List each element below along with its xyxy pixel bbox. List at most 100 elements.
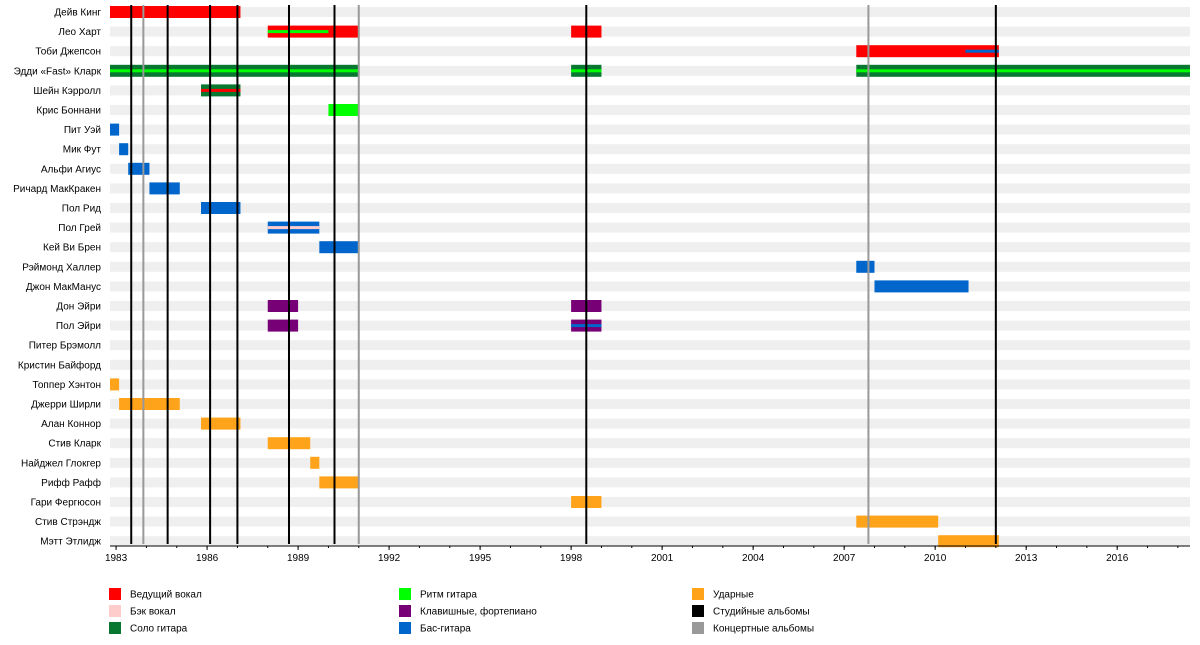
member-label: Стив Стрэндж — [35, 517, 101, 528]
member-bar-keyboards — [267, 319, 299, 332]
member-label: Алан Коннор — [41, 419, 101, 430]
member-label: Мик Фут — [63, 145, 102, 156]
member-bar-stripe-lead-vocals — [201, 88, 241, 92]
member-label: Джон МакМанус — [26, 282, 101, 293]
member-bar-bass — [110, 123, 120, 136]
member-bar-rhythm-guitar — [328, 104, 359, 116]
row-band — [110, 163, 1190, 174]
row-band — [110, 124, 1190, 135]
x-tick-label: 2013 — [1015, 553, 1038, 564]
legend-swatch-live — [692, 622, 704, 634]
member-label: Шейн Кэрролл — [33, 86, 101, 97]
x-tick-label: 1998 — [560, 553, 583, 564]
member-label: Крис Боннани — [36, 106, 101, 117]
row-bands — [110, 7, 1190, 547]
member-label: Кристин Байфорд — [18, 359, 101, 371]
member-label: Дон Эйри — [56, 302, 101, 313]
member-bar-stripe-backing-vocals — [267, 226, 320, 230]
row-band — [110, 222, 1190, 233]
legend-label: Бэк вокал — [130, 607, 176, 618]
member-bar-bass — [319, 241, 359, 254]
member-bar-drums — [319, 476, 359, 489]
row-band — [110, 7, 1190, 17]
member-label: Рифф Рафф — [41, 477, 101, 489]
member-bar-drums — [310, 456, 320, 469]
member-bar-bass — [201, 202, 241, 214]
legend-swatch-bass — [399, 622, 411, 634]
legend-swatch-backing-vocals — [109, 605, 121, 617]
legend-swatch-drums — [692, 588, 704, 600]
member-label: Кей Ви Брен — [43, 243, 101, 254]
member-bar-stripe-bass — [965, 49, 999, 53]
row-band — [110, 497, 1190, 507]
member-label: Пол Грей — [58, 223, 101, 234]
x-tick-label: 1992 — [378, 553, 401, 564]
row-band — [110, 242, 1190, 253]
row-band — [110, 399, 1190, 409]
row-band — [110, 320, 1190, 331]
legend-swatch-keyboards — [399, 605, 411, 617]
row-band — [110, 144, 1190, 155]
member-bar-stripe-rhythm-guitar — [856, 69, 1190, 73]
legend-label: Ведущий вокал — [130, 590, 202, 601]
member-label: Дейв Кинг — [54, 8, 101, 19]
row-band — [110, 301, 1190, 311]
member-bar-drums — [938, 535, 999, 548]
x-axis: 1983 1986 1989 1992 1995 1998 2001 2004 2007 2010… — [105, 545, 1190, 564]
member-bar-lead-vocals — [110, 6, 241, 18]
x-tick-label: 1986 — [196, 553, 219, 564]
member-label: Гари Фергюсон — [31, 498, 101, 509]
member-label: Рэймонд Халлер — [22, 262, 101, 273]
member-bar-stripe-rhythm-guitar — [267, 30, 329, 34]
member-label: Джерри Ширли — [31, 400, 101, 411]
member-labels: Дейв Кинг Лео Харт Тоби Джепсон Эдди «Fast»… — [13, 8, 101, 548]
member-label: Альфи Агиус — [41, 163, 101, 175]
row-band — [110, 438, 1190, 449]
member-label: Ричард МакКракен — [13, 184, 101, 195]
legend-label: Ритм гитара — [420, 590, 477, 601]
album-lines — [130, 5, 997, 544]
legend-label: Соло гитара — [130, 624, 188, 635]
member-label: Пол Эйри — [56, 321, 101, 332]
row-band — [110, 536, 1190, 547]
member-label: Стив Кларк — [48, 439, 101, 450]
member-label: Найджел Глокгер — [21, 458, 101, 469]
member-bar-lead-vocals — [856, 45, 999, 58]
x-tick-label: 1983 — [105, 553, 128, 564]
x-tick-label: 2004 — [742, 553, 765, 564]
row-band — [110, 183, 1190, 194]
legend-swatch-lead-guitar — [109, 622, 121, 634]
row-band — [110, 516, 1190, 527]
x-tick-label: 1995 — [469, 553, 492, 564]
row-band — [110, 340, 1190, 351]
member-label: Лео Харт — [58, 27, 101, 38]
x-tick-label: 2001 — [651, 553, 674, 564]
row-band — [110, 85, 1190, 96]
x-tick-label: 2016 — [1106, 553, 1129, 564]
member-bar-bass — [856, 260, 875, 273]
legend-label: Ударные — [713, 590, 754, 601]
legend-label: Студийные альбомы — [713, 606, 810, 618]
x-tick-label: 2010 — [924, 553, 947, 564]
row-band — [110, 46, 1190, 57]
member-bar-drums — [119, 398, 180, 410]
member-bar-bass — [149, 182, 180, 195]
row-band — [110, 281, 1190, 292]
member-label: Пит Уэй — [64, 125, 101, 136]
row-band — [110, 26, 1190, 37]
legend-label: Концертные альбомы — [713, 623, 814, 635]
legend-label: Бас-гитара — [420, 624, 471, 635]
member-label: Топпер Хэнтон — [33, 380, 101, 391]
x-tick-label: 1989 — [287, 553, 310, 564]
row-band — [110, 418, 1190, 429]
member-bar-drums — [110, 378, 120, 391]
legend-swatch-lead-vocals — [109, 588, 121, 600]
member-label: Тоби Джепсон — [35, 46, 101, 58]
row-band — [110, 457, 1190, 468]
member-label: Мэтт Этлидж — [40, 537, 101, 548]
member-bar-drums — [201, 417, 241, 430]
legend-label: Клавишные, фортепиано — [420, 606, 537, 618]
member-bar-keyboards — [267, 300, 299, 312]
x-tick-label: 2007 — [833, 553, 856, 564]
